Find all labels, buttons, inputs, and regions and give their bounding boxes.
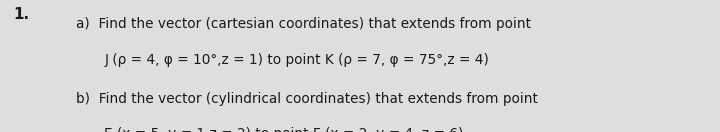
Text: J (ρ = 4, φ = 10°,z = 1) to point K (ρ = 7, φ = 75°,z = 4): J (ρ = 4, φ = 10°,z = 1) to point K (ρ =… bbox=[104, 53, 490, 67]
Text: b)  Find the vector (cylindrical coordinates) that extends from point: b) Find the vector (cylindrical coordina… bbox=[76, 92, 537, 106]
Text: 1.: 1. bbox=[13, 7, 29, 22]
Text: E (x = 5, y = 1,z = 2) to point F (x = 2, y = 4, z = 6): E (x = 5, y = 1,z = 2) to point F (x = 2… bbox=[104, 127, 464, 132]
Text: a)  Find the vector (cartesian coordinates) that extends from point: a) Find the vector (cartesian coordinate… bbox=[76, 17, 531, 31]
